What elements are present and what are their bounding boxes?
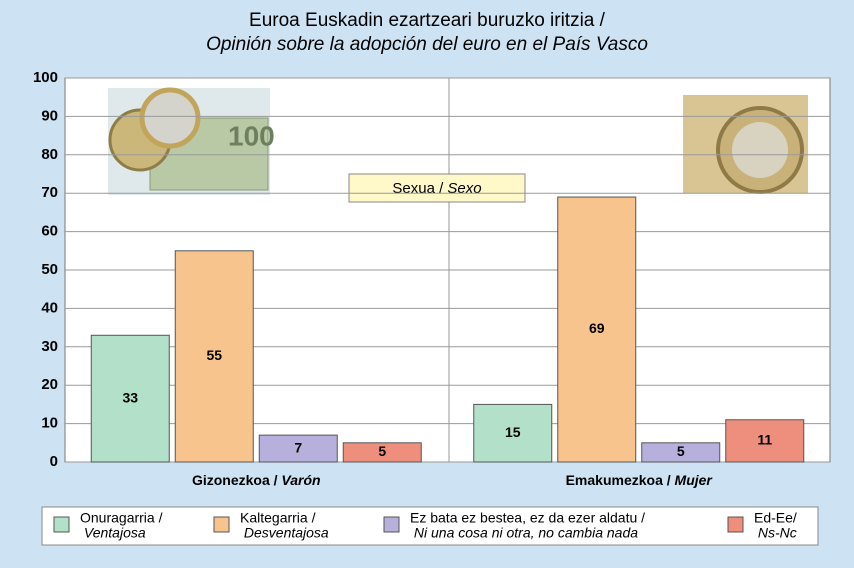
y-tick-label: 40	[41, 299, 58, 316]
legend-swatch	[214, 517, 229, 532]
y-tick-label: 80	[41, 146, 58, 163]
chart-title: Euroa Euskadin ezartzeari buruzko iritzi…	[249, 10, 606, 31]
y-tick-label: 90	[41, 107, 58, 124]
data-label: 7	[294, 439, 302, 455]
y-tick-label: 0	[50, 453, 58, 470]
y-tick-label: 100	[33, 69, 58, 86]
legend-swatch	[728, 517, 743, 532]
y-tick-label: 70	[41, 184, 58, 201]
svg-text:100: 100	[228, 120, 275, 151]
legend-label: Ed-Ee/ Ns-Nc	[754, 509, 797, 540]
legend-swatch	[384, 517, 399, 532]
x-tick-label: Emakumezkoa / Mujer	[566, 472, 714, 488]
chart: Euroa Euskadin ezartzeari buruzko iritzi…	[0, 0, 854, 568]
y-tick-label: 20	[41, 376, 58, 393]
legend-swatch	[54, 517, 69, 532]
data-label: 33	[122, 389, 138, 405]
chart-subtitle: Opinión sobre la adopción del euro en el…	[206, 34, 648, 55]
data-label: 5	[378, 443, 386, 459]
data-label: 69	[589, 320, 605, 336]
euro-image-right	[683, 95, 808, 193]
annotation: Sexua / Sexo	[392, 180, 481, 197]
y-tick-label: 10	[41, 415, 58, 432]
y-tick-label: 50	[41, 261, 58, 278]
data-label: 5	[677, 443, 685, 459]
euro-image-left: 100	[108, 88, 275, 195]
y-tick-label: 60	[41, 223, 58, 240]
y-tick-label: 30	[41, 338, 58, 355]
data-label: 55	[206, 347, 222, 363]
data-label: 15	[505, 424, 521, 440]
data-label: 11	[757, 432, 772, 448]
legend-label: Ez bata ez bestea, ez da ezer aldatu / N…	[410, 509, 645, 540]
x-tick-label: Gizonezkoa / Varón	[192, 472, 321, 488]
